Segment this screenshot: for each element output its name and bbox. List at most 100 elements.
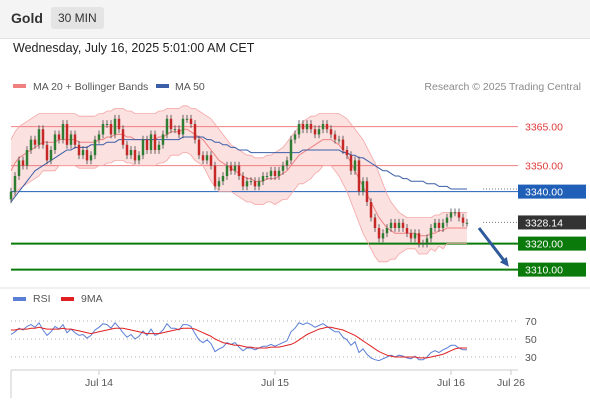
candle-body xyxy=(301,124,305,130)
candle-body xyxy=(9,191,13,200)
ma50-level-label: 3340.00 xyxy=(525,187,563,199)
candle-body xyxy=(433,222,437,228)
candle-body xyxy=(393,222,397,228)
candle-body xyxy=(377,228,381,239)
candle-body xyxy=(305,124,309,130)
candle-body xyxy=(237,165,241,176)
candle-body xyxy=(397,222,401,228)
candle-body xyxy=(257,181,261,187)
candle-body xyxy=(41,129,45,145)
candle-body xyxy=(77,144,81,156)
ma20-bb-legend-swatch xyxy=(13,84,26,88)
watermark: Research © 2025 Trading Central xyxy=(424,81,581,93)
support-box-3320.00 xyxy=(518,236,586,251)
candle-body xyxy=(453,212,457,214)
candle-body xyxy=(353,160,357,171)
candle-body xyxy=(293,134,297,140)
candle-body xyxy=(205,155,209,161)
candle-body xyxy=(441,222,445,228)
candle-body xyxy=(89,155,93,161)
candle-body xyxy=(369,202,373,218)
candle-body xyxy=(445,217,449,223)
candle-body xyxy=(277,170,281,176)
candle-body xyxy=(337,139,341,141)
candle-body xyxy=(381,233,385,239)
candle-body xyxy=(225,165,229,176)
candle-body xyxy=(325,124,329,130)
candle-body xyxy=(125,144,129,156)
candle-body xyxy=(321,124,325,130)
candle-body xyxy=(425,238,429,244)
candle-body xyxy=(461,217,465,223)
rsi-legend-swatch xyxy=(13,297,26,301)
candle-body xyxy=(221,176,225,182)
candle-body xyxy=(437,222,441,228)
timeframe-badge[interactable]: 30 MIN xyxy=(51,7,104,29)
rsi-ma-legend-label: 9MA xyxy=(81,293,103,305)
candle-body xyxy=(101,124,105,135)
chart-datetime: Wednesday, July 16, 2025 5:01:00 AM CET xyxy=(13,41,255,55)
candle-body xyxy=(465,222,469,224)
candle-body xyxy=(365,181,369,202)
candle-body xyxy=(349,155,353,171)
candle-body xyxy=(133,150,137,161)
candle-body xyxy=(109,124,113,135)
time-tick-label: Jul 14 xyxy=(85,377,113,389)
candle-body xyxy=(449,212,453,218)
resistance-label-3365.00: 3365.00 xyxy=(525,122,563,134)
candle-body xyxy=(401,222,405,228)
candle-body xyxy=(197,139,201,156)
candle-body xyxy=(405,228,409,234)
candle-body xyxy=(241,176,245,187)
candle-body xyxy=(81,150,85,156)
candle-body xyxy=(53,134,57,150)
candle-body xyxy=(117,118,121,130)
candle-body xyxy=(233,165,237,171)
candle-body xyxy=(141,139,145,156)
candle-body xyxy=(177,129,181,135)
resistance-label-3350.00: 3350.00 xyxy=(525,161,563,173)
candle-body xyxy=(105,124,109,125)
candle-body xyxy=(185,118,189,120)
candle-body xyxy=(317,129,321,135)
candle-body xyxy=(385,228,389,234)
candle-body xyxy=(25,150,29,166)
candle-body xyxy=(429,228,433,239)
candle-body xyxy=(97,134,101,140)
candle-body xyxy=(157,144,161,150)
rsi-legend-label: RSI xyxy=(33,293,51,305)
candle-body xyxy=(253,181,257,187)
candle-body xyxy=(333,134,337,140)
candle-body xyxy=(165,118,169,135)
price-legend: MA 20 + Bollinger Bands MA 50 Research ©… xyxy=(13,81,581,93)
rsi-line xyxy=(10,321,467,362)
candle-body xyxy=(345,150,349,156)
rsi-ma-legend-swatch xyxy=(61,297,74,301)
header-bar: Gold 30 MIN xyxy=(0,0,590,39)
candle-body xyxy=(389,222,393,228)
candle-body xyxy=(161,134,165,145)
candle-body xyxy=(309,124,313,130)
time-tick-label: Jul 16 xyxy=(437,377,465,389)
forecast-arrow-shaft xyxy=(477,227,509,266)
candle-body xyxy=(13,176,17,192)
support-label-3310.00: 3310.00 xyxy=(525,265,563,277)
candle-body xyxy=(145,139,149,150)
candle-body xyxy=(281,165,285,171)
candle-body xyxy=(57,134,61,140)
candle-body xyxy=(93,139,97,156)
candle-body xyxy=(189,118,193,124)
candle-body xyxy=(229,165,233,171)
candle-body xyxy=(213,165,217,187)
candle-body xyxy=(285,160,289,166)
rsi-tick-70: 70 xyxy=(525,316,537,328)
candle-body xyxy=(421,243,425,245)
candle-body xyxy=(217,181,221,187)
time-tick-label: Jul 15 xyxy=(261,377,289,389)
ma50-legend-label: MA 50 xyxy=(175,81,205,93)
candle-body xyxy=(45,144,49,161)
current-price-label: 3328.14 xyxy=(525,217,563,229)
candle-body xyxy=(193,124,197,140)
candle-body xyxy=(273,170,277,176)
